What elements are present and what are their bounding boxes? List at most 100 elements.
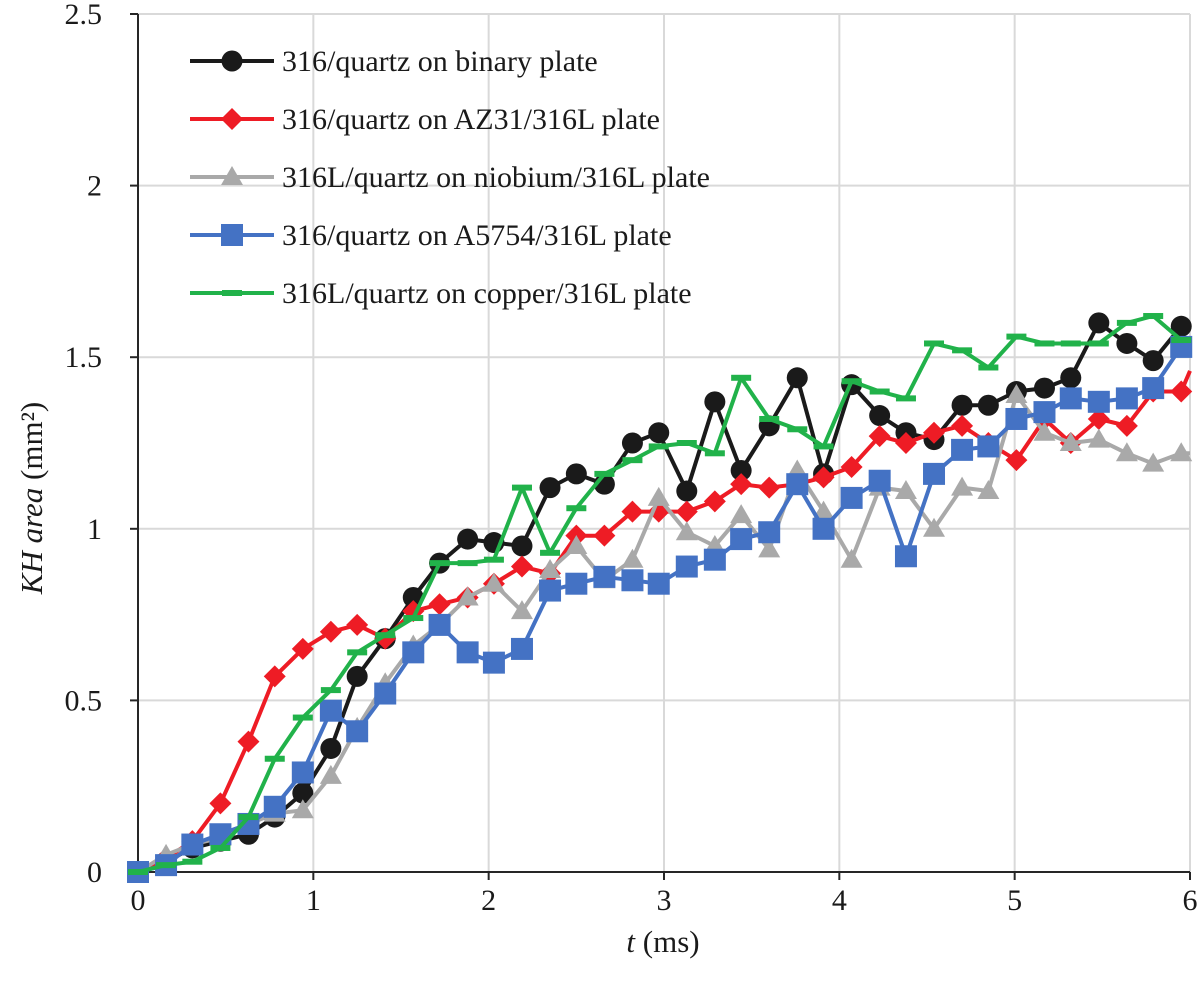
x-axis-title: t (ms) <box>626 924 699 959</box>
data-point <box>456 641 479 664</box>
data-point <box>1143 313 1164 320</box>
data-point <box>429 560 450 567</box>
series-line <box>137 370 1192 874</box>
data-point <box>1142 350 1164 372</box>
y-tick-label: 1.5 <box>65 341 103 374</box>
data-point <box>621 500 644 523</box>
data-point <box>593 524 616 547</box>
data-point <box>676 440 697 446</box>
data-point <box>1171 337 1192 344</box>
data-point <box>210 844 231 851</box>
data-point <box>759 415 780 422</box>
data-point <box>593 565 616 588</box>
data-point <box>786 367 808 389</box>
data-point <box>510 600 533 620</box>
data-point <box>209 792 232 815</box>
y-tick-label: 2.5 <box>65 0 103 31</box>
data-point <box>1033 401 1056 424</box>
x-tick-label: 1 <box>306 884 321 917</box>
legend-label: 316L/quartz on niobium/316L plate <box>282 161 710 194</box>
data-point <box>263 795 286 818</box>
data-point <box>1115 387 1138 410</box>
data-point <box>1088 312 1110 334</box>
data-point <box>1170 380 1193 403</box>
data-point <box>566 505 587 512</box>
data-point <box>511 535 533 557</box>
data-point <box>291 761 314 784</box>
data-point <box>565 463 587 485</box>
data-point <box>704 450 725 457</box>
data-point <box>621 569 644 592</box>
y-tick-label: 0 <box>87 856 102 889</box>
data-point <box>263 665 286 688</box>
data-point <box>758 521 781 544</box>
data-point <box>758 538 781 558</box>
legend-label: 316/quartz on AZ31/316L plate <box>282 103 660 136</box>
legend-marker <box>221 224 243 246</box>
data-point <box>895 395 916 402</box>
data-point <box>840 456 863 479</box>
data-point <box>1087 390 1110 413</box>
data-point <box>539 558 562 578</box>
data-point <box>675 500 698 523</box>
data-point <box>156 862 177 869</box>
y-axis-unit: (mm²) <box>14 402 49 488</box>
data-point <box>1116 332 1138 354</box>
y-tick-label: 0.5 <box>65 684 103 717</box>
data-point <box>403 615 424 622</box>
data-point <box>841 378 862 385</box>
data-point <box>675 521 698 541</box>
data-point <box>1060 367 1082 389</box>
legend-item: 316/quartz on AZ31/316L plate <box>190 103 660 136</box>
data-point <box>374 682 397 705</box>
data-point <box>647 486 670 506</box>
data-point <box>457 528 479 550</box>
data-point <box>1142 452 1165 472</box>
data-point <box>786 473 809 496</box>
data-point <box>730 459 752 481</box>
data-point <box>730 528 753 551</box>
data-point <box>482 572 505 592</box>
data-point <box>319 620 342 643</box>
series-1 <box>127 312 1192 883</box>
y-axis-variable: KH area <box>14 488 49 596</box>
data-point <box>346 613 369 636</box>
data-point <box>703 490 726 513</box>
data-point <box>840 486 863 509</box>
x-tick-label: 2 <box>481 884 496 917</box>
data-point <box>977 480 1000 500</box>
data-point <box>868 469 891 492</box>
data-point <box>621 548 644 568</box>
data-point <box>1033 421 1056 441</box>
data-point <box>291 637 314 660</box>
data-point <box>923 462 946 485</box>
data-point <box>402 641 425 664</box>
data-point <box>1034 340 1055 347</box>
data-point <box>1088 340 1109 347</box>
data-point <box>675 555 698 578</box>
data-point <box>1116 319 1137 326</box>
x-tick-label: 3 <box>657 884 672 917</box>
data-point <box>346 665 368 687</box>
series-line <box>137 344 1190 874</box>
data-point <box>1033 377 1055 399</box>
data-point <box>182 858 203 865</box>
legend-label: 316/quartz on A5754/316L plate <box>282 219 672 252</box>
data-point <box>510 637 533 660</box>
data-point <box>648 422 670 444</box>
data-point <box>951 414 974 437</box>
data-point <box>952 347 973 354</box>
series-line <box>137 314 1190 874</box>
data-point <box>291 799 314 819</box>
data-point <box>923 517 946 537</box>
data-point <box>181 833 204 856</box>
data-point <box>869 388 890 395</box>
data-point <box>812 500 835 520</box>
data-point <box>758 476 781 499</box>
x-tick-label: 5 <box>1007 884 1022 917</box>
data-point <box>128 869 148 875</box>
series-5 <box>128 313 1192 875</box>
data-point <box>1005 407 1028 430</box>
data-point <box>978 364 999 371</box>
